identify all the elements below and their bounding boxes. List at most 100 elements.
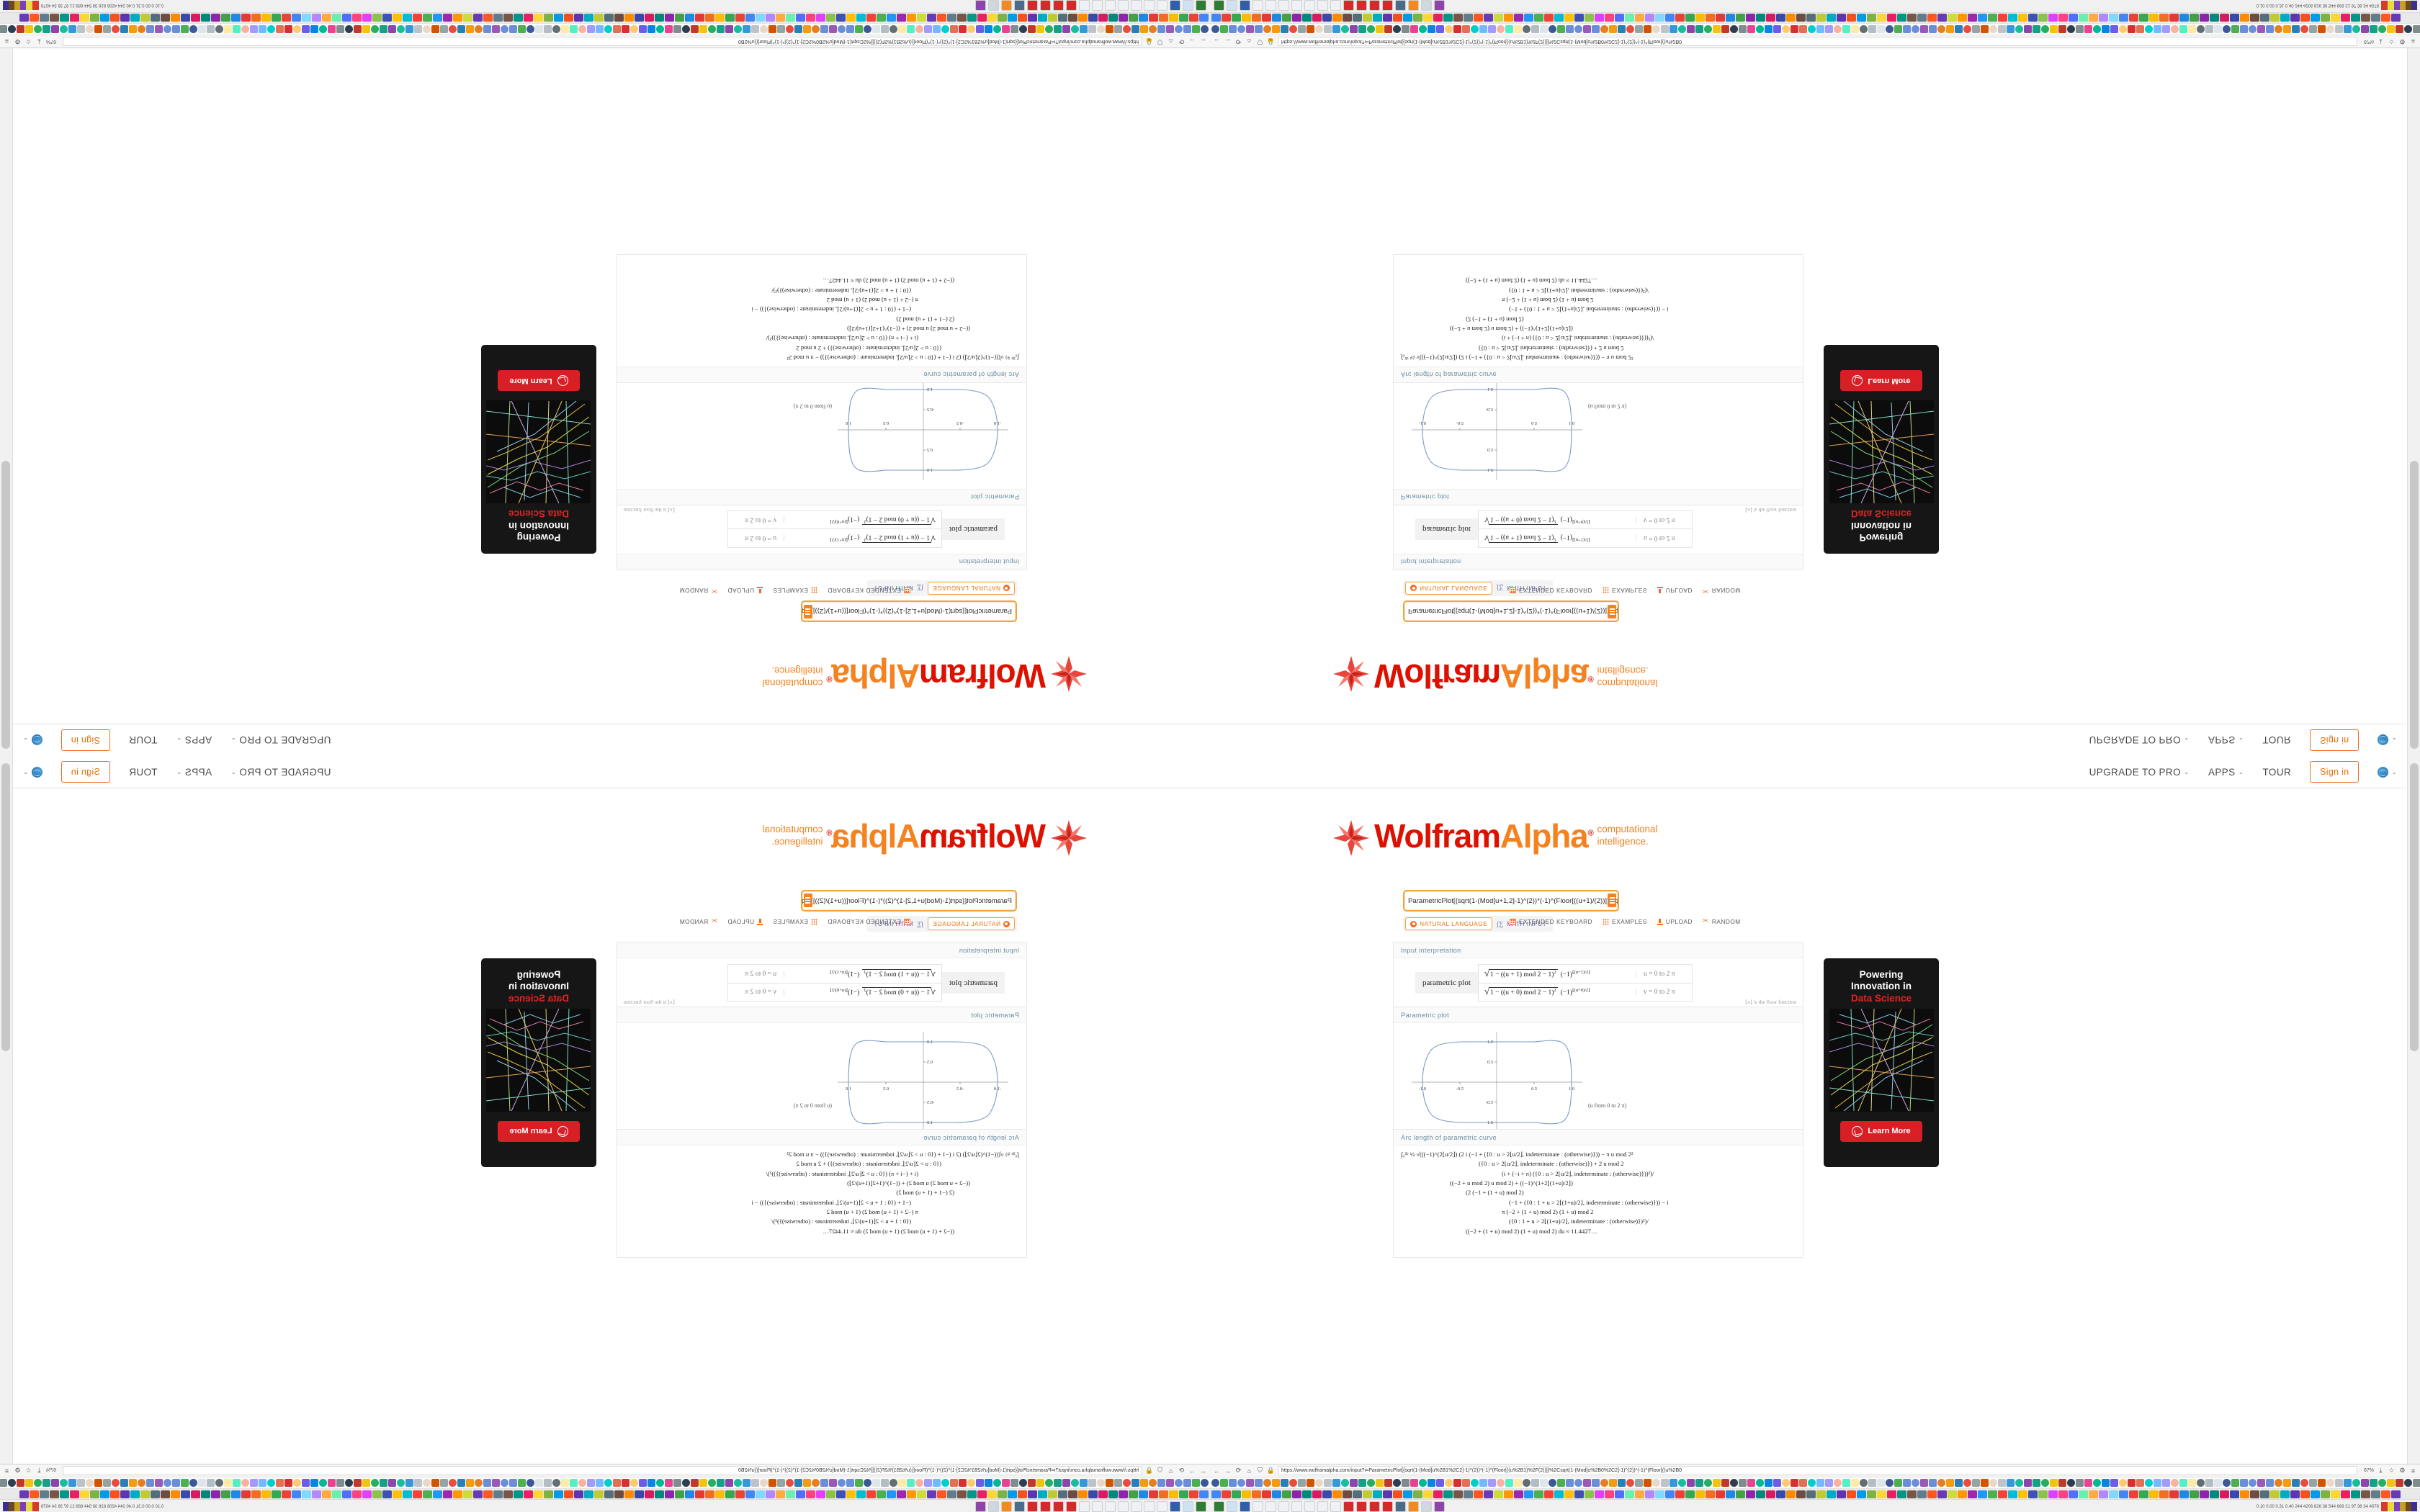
bookmark-favicon[interactable]	[34, 1479, 42, 1487]
browser-tab[interactable]	[1129, 1490, 1138, 1498]
browser-tab[interactable]	[1615, 1490, 1624, 1498]
bookmark-favicon[interactable]	[2128, 1479, 2136, 1487]
bookmark-favicon[interactable]	[1626, 1479, 1634, 1487]
bookmark-favicon[interactable]	[509, 1479, 517, 1487]
bookmark-favicon[interactable]	[2361, 1479, 2369, 1487]
browser-tab[interactable]	[1302, 14, 1312, 22]
taskbar-item[interactable]	[1118, 0, 1129, 12]
browser-tab[interactable]	[1292, 1490, 1301, 1498]
bookmark-favicon[interactable]	[578, 1479, 586, 1487]
nav-item-apps[interactable]: APPS ⌄	[176, 735, 212, 746]
bookmark-favicon[interactable]	[1106, 1479, 1113, 1487]
taskbar-item[interactable]	[1183, 0, 1193, 12]
browser-tab[interactable]	[826, 14, 835, 22]
browser-tab[interactable]	[161, 14, 170, 22]
browser-tab[interactable]	[806, 1490, 815, 1498]
browser-tab[interactable]	[261, 1490, 271, 1498]
browser-tab[interactable]	[453, 14, 462, 22]
bookmark-favicon[interactable]	[1912, 25, 1919, 33]
bookmark-favicon[interactable]	[34, 25, 42, 33]
bookmark-favicon[interactable]	[1782, 25, 1790, 33]
bookmark-favicon[interactable]	[2387, 1479, 2395, 1487]
browser-tab[interactable]	[2149, 1490, 2159, 1498]
download-icon[interactable]: ⤓	[2379, 1467, 2383, 1474]
wolframalpha-logo[interactable]: WolframAlpha® computational intelligence…	[762, 655, 1088, 695]
browser-tab[interactable]	[1706, 14, 1715, 22]
bookmark-favicon[interactable]	[86, 25, 94, 33]
bookmark-favicon[interactable]	[1635, 1479, 1643, 1487]
browser-tab[interactable]	[2109, 14, 2118, 22]
bookmark-favicon[interactable]	[440, 1479, 448, 1487]
bookmark-favicon[interactable]	[371, 25, 379, 33]
browser-tab[interactable]	[171, 1490, 180, 1498]
taskbar-item[interactable]	[988, 0, 999, 12]
bookmark-favicon[interactable]	[1488, 1479, 1496, 1487]
bookmark-favicon[interactable]	[855, 1479, 863, 1487]
browser-tab[interactable]	[1816, 14, 1826, 22]
browser-tab[interactable]	[856, 1490, 866, 1498]
browser-tab[interactable]	[756, 1490, 765, 1498]
bookmark-favicon[interactable]	[1080, 25, 1088, 33]
bookmark-favicon[interactable]	[1350, 1479, 1358, 1487]
browser-tab[interactable]	[2038, 1490, 2048, 1498]
browser-tab[interactable]	[2099, 1490, 2108, 1498]
bookmark-favicon[interactable]	[1739, 25, 1747, 33]
bookmark-favicon[interactable]	[1166, 25, 1174, 33]
browser-tab[interactable]	[483, 14, 493, 22]
browser-tab[interactable]	[594, 14, 604, 22]
bookmark-favicon[interactable]	[2110, 25, 2118, 33]
browser-tab[interactable]	[1149, 1490, 1158, 1498]
examples-button[interactable]: EXAMPLES	[773, 918, 817, 925]
bookmark-favicon[interactable]	[1618, 25, 1626, 33]
browser-tab[interactable]	[1353, 1490, 1362, 1498]
bookmark-favicon[interactable]	[1131, 1479, 1139, 1487]
browser-tab[interactable]	[292, 14, 301, 22]
browser-tab[interactable]	[1585, 1490, 1594, 1498]
browser-tab[interactable]	[1937, 14, 1947, 22]
bookmark-favicon[interactable]	[941, 1479, 949, 1487]
bookmark-favicon[interactable]	[380, 1479, 387, 1487]
bookmark-favicon[interactable]	[1462, 1479, 1470, 1487]
browser-tab[interactable]	[322, 14, 331, 22]
bookmark-favicon[interactable]	[1384, 25, 1392, 33]
browser-tab[interactable]	[1827, 14, 1836, 22]
browser-tab[interactable]	[776, 14, 785, 22]
bookmark-favicon[interactable]	[604, 25, 612, 33]
wolframalpha-logo[interactable]: WolframAlpha® computational intelligence…	[1332, 655, 1658, 695]
bookmark-favicon[interactable]	[103, 1479, 111, 1487]
bookmark-favicon[interactable]	[146, 25, 154, 33]
bookmark-favicon[interactable]	[1644, 25, 1652, 33]
browser-tab[interactable]	[977, 14, 987, 22]
bookmark-favicon[interactable]	[829, 25, 837, 33]
browser-tab[interactable]	[1383, 1490, 1392, 1498]
bookmark-favicon[interactable]	[302, 25, 310, 33]
browser-tab[interactable]	[1524, 1490, 1533, 1498]
browser-tab[interactable]	[1978, 1490, 1987, 1498]
browser-tab[interactable]	[151, 1490, 160, 1498]
search-input[interactable]: ParametricPlot[{sqrt(1-(Mod[u+1,2]-1)^(2…	[801, 890, 1017, 912]
bookmark-favicon[interactable]	[1739, 1479, 1747, 1487]
address-bar[interactable]: https://www.wolframalpha.com/input?i=Par…	[1278, 1466, 2357, 1475]
browser-tab[interactable]	[907, 1490, 916, 1498]
bookmark-favicon[interactable]	[2128, 25, 2136, 33]
browser-tab[interactable]	[1443, 14, 1453, 22]
browser-tab[interactable]	[181, 1490, 190, 1498]
bookmark-favicon[interactable]	[1514, 25, 1522, 33]
bookmark-favicon[interactable]	[1600, 25, 1608, 33]
browser-tab[interactable]	[292, 1490, 301, 1498]
bookmark-favicon[interactable]	[526, 25, 534, 33]
bookmark-favicon[interactable]	[2378, 1479, 2386, 1487]
bookmark-favicon[interactable]	[760, 1479, 768, 1487]
browser-tab[interactable]	[393, 1490, 402, 1498]
bookmark-favicon[interactable]	[734, 25, 742, 33]
browser-tab[interactable]	[2250, 14, 2259, 22]
bookmark-favicon[interactable]	[794, 1479, 802, 1487]
taskbar-item[interactable]	[1014, 0, 1025, 12]
hamburger-menu-icon[interactable]: ≡	[2411, 37, 2416, 45]
bookmark-favicon[interactable]	[466, 1479, 474, 1487]
bookmark-favicon[interactable]	[2067, 1479, 2075, 1487]
taskbar-item[interactable]	[1144, 1500, 1155, 1512]
bookmark-favicon[interactable]	[1289, 1479, 1297, 1487]
browser-tab[interactable]	[1343, 1490, 1352, 1498]
browser-tab[interactable]	[1927, 14, 1937, 22]
